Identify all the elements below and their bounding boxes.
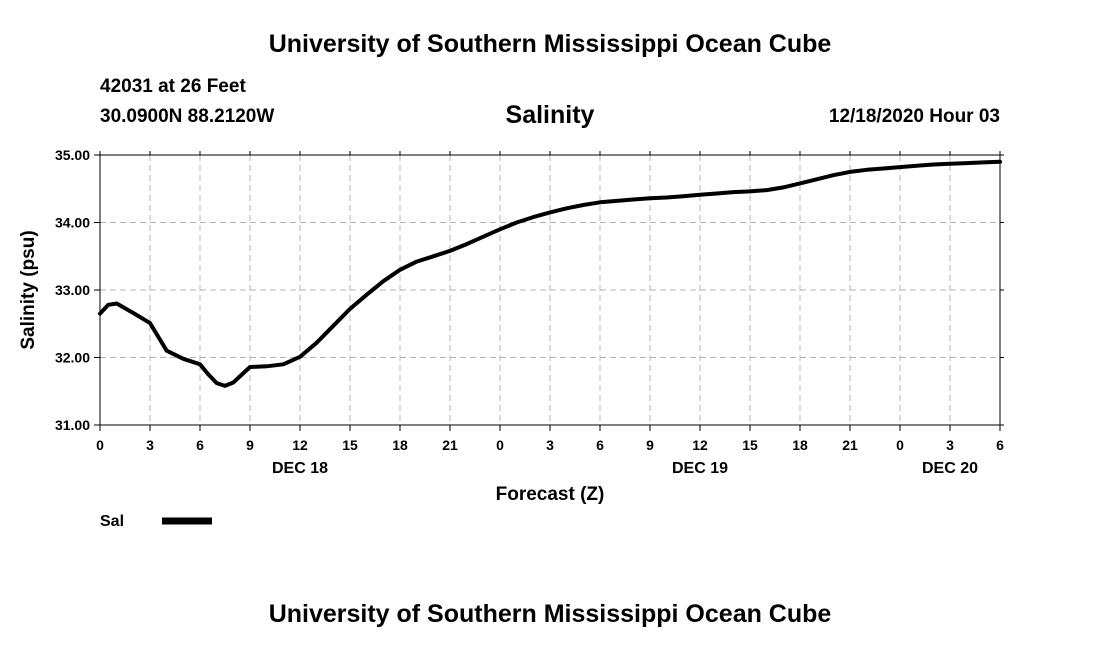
y-tick-label: 34.00 <box>55 215 90 231</box>
legend-label: Sal <box>100 513 124 530</box>
x-tick-label: 0 <box>96 437 104 453</box>
x-tick-label: 3 <box>546 437 554 453</box>
x-tick-label: 15 <box>742 437 758 453</box>
coordinates-label: 30.0900N 88.2120W <box>100 106 275 127</box>
x-tick-label: 0 <box>896 437 904 453</box>
x-tick-label: 6 <box>996 437 1004 453</box>
station-label: 42031 at 26 Feet <box>100 76 246 97</box>
x-tick-label: 0 <box>496 437 504 453</box>
plot-frame <box>99 154 1001 426</box>
x-axis-label: Forecast (Z) <box>496 484 605 505</box>
x-tick-label: 9 <box>246 437 254 453</box>
y-axis-label: Salinity (psu) <box>18 230 39 349</box>
x-tick-label: 3 <box>946 437 954 453</box>
x-tick-label: 9 <box>646 437 654 453</box>
x-tick-label: 15 <box>342 437 358 453</box>
x-tick-label: 21 <box>442 437 458 453</box>
x-tick-label: 6 <box>196 437 204 453</box>
y-tick-label: 33.00 <box>55 282 90 298</box>
footer-title: University of Southern Mississippi Ocean… <box>268 600 832 628</box>
y-tick-label: 32.00 <box>55 350 90 366</box>
x-tick-label: 12 <box>692 437 708 453</box>
x-tick-label: 12 <box>292 437 308 453</box>
x-tick-label: 21 <box>842 437 858 453</box>
date-label: DEC 19 <box>672 460 728 477</box>
page-title: University of Southern Mississippi Ocean… <box>268 30 832 58</box>
x-tick-label: 3 <box>146 437 154 453</box>
chart-title: Salinity <box>505 101 595 129</box>
salinity-series-line <box>98 159 1002 388</box>
date-label: DEC 20 <box>922 460 978 477</box>
y-tick-label: 31.00 <box>55 417 90 433</box>
date-label: DEC 18 <box>272 460 328 477</box>
x-tick-label: 18 <box>392 437 408 453</box>
forecast-run-time: 12/18/2020 Hour 03 <box>828 106 1000 127</box>
y-tick-label: 35.00 <box>55 147 90 163</box>
x-tick-label: 18 <box>792 437 808 453</box>
x-tick-label: 6 <box>596 437 604 453</box>
